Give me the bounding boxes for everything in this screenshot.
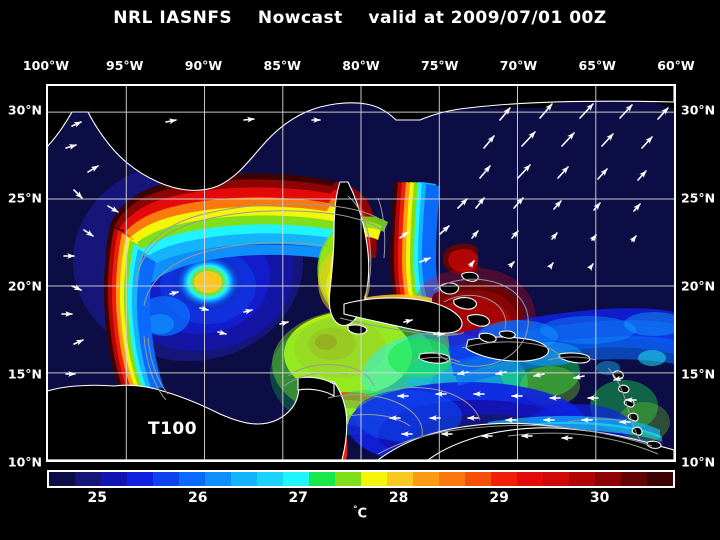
colorbar-block — [387, 472, 413, 486]
colorbar-block — [127, 472, 153, 486]
lon-tick-label: 95°W — [106, 58, 144, 73]
colorbar-tick-labels: 25 26 27 28 29 30 — [0, 490, 720, 508]
colorbar-block — [491, 472, 517, 486]
colorbar-tick-label: 27 — [288, 490, 308, 506]
lat-tick-label-left: 25°N — [7, 190, 42, 206]
colorbar-block — [101, 472, 127, 486]
map-annotation-t100: T100 — [148, 419, 197, 439]
lon-tick-label: 90°W — [184, 58, 223, 73]
colorbar-tick-label: 29 — [489, 490, 509, 506]
colorbar — [47, 470, 675, 488]
lon-tick-label: 85°W — [263, 58, 301, 73]
atlantic-field — [448, 86, 674, 386]
current-vector-field — [61, 103, 669, 441]
colorbar-block — [569, 472, 595, 486]
colorbar-block — [361, 472, 387, 486]
lat-tick-label-left: 15°N — [7, 366, 42, 382]
lat-tick-label-right: 20°N — [681, 278, 716, 294]
lon-tick-label: 65°W — [578, 58, 616, 73]
colorbar-block — [413, 472, 439, 486]
colorbar-block — [543, 472, 569, 486]
unit-letter: C — [357, 506, 368, 522]
colorbar-block — [153, 472, 179, 486]
lon-tick-label: 100°W — [22, 58, 70, 73]
colorbar-unit-label: °C — [0, 505, 720, 521]
lat-tick-label-right: 25°N — [681, 190, 716, 206]
lat-tick-label-left: 10°N — [7, 454, 42, 470]
colorbar-block — [647, 472, 673, 486]
colorbar-block — [257, 472, 283, 486]
colorbar-block — [179, 472, 205, 486]
colorbar-block — [231, 472, 257, 486]
colorbar-block — [517, 472, 543, 486]
colorbar-block — [205, 472, 231, 486]
map-panel: T100 — [46, 84, 676, 462]
colorbar-block — [621, 472, 647, 486]
colorbar-tick-label: 30 — [589, 490, 610, 506]
longitude-axis: 100°W 95°W 90°W 85°W 80°W 75°W 70°W 65°W 60°W — [23, 58, 695, 76]
lat-tick-label-left: 20°N — [7, 278, 42, 294]
colorbar-tick-label: 26 — [187, 490, 208, 506]
colorbar-tick-label: 28 — [388, 490, 409, 506]
lon-tick-label: 60°W — [657, 58, 695, 73]
colorbar-block — [75, 472, 101, 486]
lat-tick-label-left: 30°N — [7, 102, 42, 118]
lon-tick-label: 70°W — [499, 58, 538, 73]
lat-tick-label-right: 15°N — [681, 366, 716, 382]
colorbar-block — [335, 472, 361, 486]
colorbar-block — [283, 472, 309, 486]
lon-tick-label: 75°W — [421, 58, 459, 73]
bathymetry-contours — [135, 195, 659, 455]
colorbar-block — [439, 472, 465, 486]
page-title: NRL IASNFS Nowcast valid at 2009/07/01 0… — [113, 8, 607, 28]
sst-field-map: T100 — [48, 86, 674, 460]
latitude-axis-right: 30°N 25°N 20°N 15°N 10°N — [676, 84, 720, 470]
colorbar-tick-label: 25 — [87, 490, 107, 506]
colorbar-block — [49, 472, 75, 486]
colorbar-block — [465, 472, 491, 486]
degree-symbol: ° — [352, 505, 358, 515]
colorbar-block — [595, 472, 621, 486]
colorbar-block — [309, 472, 335, 486]
lat-tick-label-right: 10°N — [681, 454, 716, 470]
lon-tick-label: 80°W — [342, 58, 380, 73]
latitude-axis-left: 30°N 25°N 20°N 15°N 10°N — [0, 84, 46, 470]
lat-tick-label-right: 30°N — [681, 102, 716, 118]
